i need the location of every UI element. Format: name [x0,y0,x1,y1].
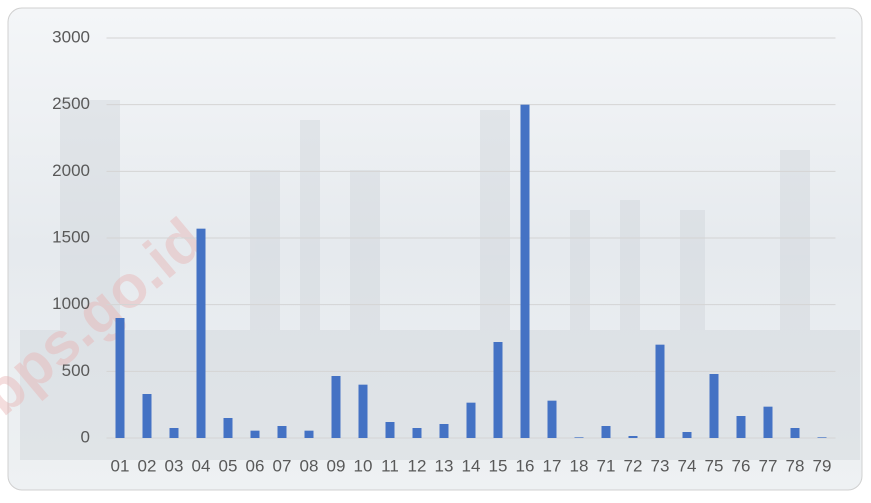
bar [250,430,260,438]
bar [385,422,395,438]
bar [655,344,665,438]
x-tick-label: 03 [165,456,184,475]
bar [520,104,530,439]
y-tick-label: 500 [62,361,90,380]
bar [142,394,152,438]
y-tick-label: 3000 [52,27,90,46]
x-tick-label: 75 [705,456,724,475]
y-tick-label: 1000 [52,294,90,313]
x-tick-label: 78 [786,456,805,475]
x-tick-label: 71 [597,456,616,475]
x-tick-label: 79 [813,456,832,475]
bar [493,342,503,438]
bar [439,424,449,438]
x-tick-label: 76 [732,456,751,475]
x-tick-label: 04 [192,456,211,475]
x-tick-label: 17 [543,456,562,475]
x-tick-label: 06 [246,456,265,475]
x-tick-label: 11 [381,456,399,475]
x-tick-label: 72 [624,456,643,475]
x-tick-label: 16 [516,456,535,475]
bar [169,428,179,438]
bar [736,416,746,438]
bar [574,437,584,438]
bar [628,436,638,438]
y-tick-label: 1500 [52,227,90,246]
x-tick-label: 73 [651,456,670,475]
y-tick-label: 0 [81,427,90,446]
bar [412,428,422,438]
bar [709,374,719,438]
x-tick-label: 74 [678,456,697,475]
x-tick-label: 02 [138,456,157,475]
bar [331,376,341,438]
bar [547,400,557,438]
bar [304,430,314,438]
bar [682,432,692,438]
x-tick-label: 77 [759,456,778,475]
chart-frame [7,7,863,491]
bar [277,426,287,438]
x-tick-label: 05 [219,456,238,475]
x-tick-label: 07 [273,456,292,475]
bar [196,228,206,438]
bar [115,318,125,438]
x-tick-label: 18 [570,456,589,475]
y-tick-label: 2500 [52,94,90,113]
x-tick-label: 01 [111,456,130,475]
x-tick-label: 14 [462,456,481,475]
x-tick-label: 13 [435,456,454,475]
bar [466,402,476,438]
bar [223,418,233,438]
bar [790,428,800,438]
bar [817,437,827,438]
y-tick-label: 2000 [52,161,90,180]
bar [763,406,773,438]
bar [358,384,368,438]
x-tick-label: 15 [489,456,508,475]
x-tick-label: 10 [354,456,373,475]
bar [601,426,611,438]
x-tick-label: 12 [408,456,427,475]
x-tick-label: 08 [300,456,319,475]
x-tick-label: 09 [327,456,346,475]
